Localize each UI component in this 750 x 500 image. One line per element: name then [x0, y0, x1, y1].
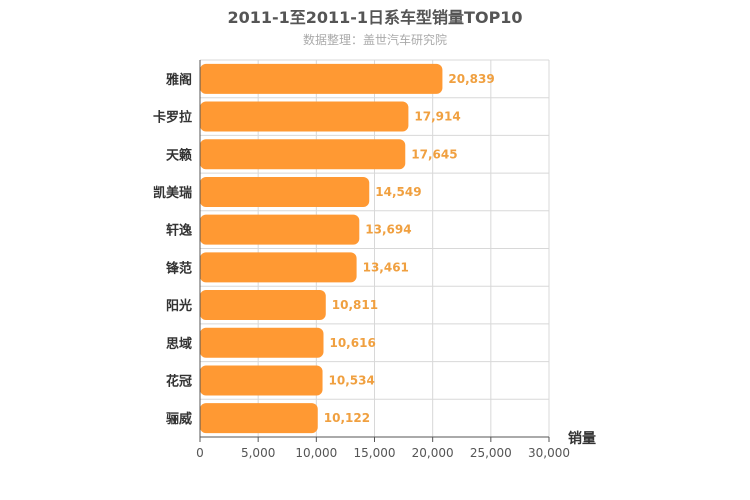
bar [200, 365, 323, 396]
bar-value-label: 17,914 [414, 110, 460, 124]
bar-value-label: 17,645 [411, 147, 457, 161]
bar-value-label: 13,694 [365, 223, 411, 237]
x-tick-label: 10,000 [295, 446, 337, 460]
bar-value-label: 13,461 [363, 260, 409, 274]
bar-value-label: 10,811 [332, 298, 378, 312]
bars [200, 63, 443, 434]
category-label: 骊威 [166, 411, 192, 427]
category-label: 凯美瑞 [153, 185, 192, 201]
x-tick-label: 0 [196, 446, 204, 460]
bar [200, 139, 406, 170]
x-tick-label: 25,000 [470, 446, 512, 460]
bar-value-label: 10,122 [324, 411, 370, 425]
x-tick-label: 30,000 [528, 446, 570, 460]
category-label: 锋范 [166, 260, 192, 276]
bar [200, 176, 370, 207]
bar [200, 63, 443, 94]
category-label: 天籁 [166, 147, 192, 163]
x-tick-label: 20,000 [412, 446, 454, 460]
category-label: 雅阁 [166, 72, 192, 88]
category-label: 阳光 [166, 298, 192, 314]
category-label: 轩逸 [166, 223, 192, 239]
x-tick-labels: 0 5,000 10,000 15,000 20,000 25,000 30,000 [196, 446, 570, 460]
bar-value-label: 14,549 [375, 185, 421, 199]
chart-title: 2011-1至2011-1日系车型销量TOP10 [227, 8, 523, 27]
data-labels: 20,839 17,914 17,645 14,549 13,694 13,461 10,8… [324, 72, 495, 425]
x-axis-title: 销量 [568, 430, 596, 447]
x-tick-label: 5,000 [241, 446, 275, 460]
bar [200, 214, 360, 245]
bar [200, 327, 324, 358]
bar [200, 252, 357, 283]
bar [200, 403, 318, 434]
category-label: 卡罗拉 [153, 110, 192, 126]
bar-value-label: 10,616 [329, 336, 375, 350]
bar [200, 101, 409, 132]
chart-subtitle: 数据整理：盖世汽车研究院 [302, 33, 447, 47]
bar-value-label: 10,534 [329, 373, 375, 387]
bar [200, 290, 326, 321]
x-tick-label: 15,000 [354, 446, 396, 460]
bar-value-label: 20,839 [448, 72, 494, 86]
category-label: 思域 [166, 336, 192, 352]
category-label: 花冠 [166, 373, 192, 389]
